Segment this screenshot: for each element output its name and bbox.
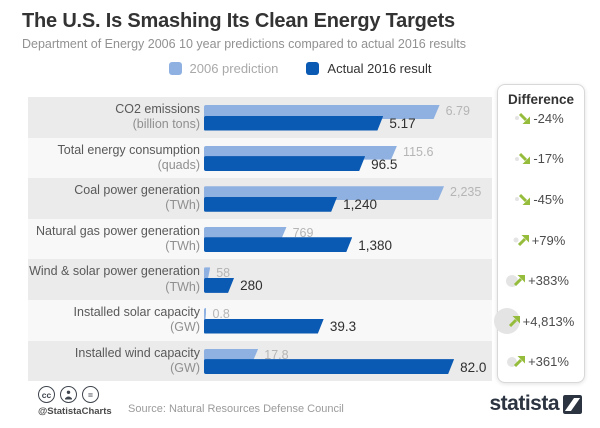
chart-row: CO2 emissions (billion tons) 6.79 5.17 xyxy=(0,97,600,138)
prediction-bar xyxy=(204,267,210,281)
row-label-unit: (billion tons) xyxy=(132,117,200,132)
difference-value: +4,813% xyxy=(522,313,575,329)
difference-header: Difference xyxy=(507,92,575,107)
row-label: Coal power generation (TWh) xyxy=(0,178,200,219)
equals-icon: = xyxy=(82,386,99,403)
prediction-value: 115.6 xyxy=(403,144,434,159)
prediction-value: 0.8 xyxy=(212,307,230,321)
actual-value: 1,380 xyxy=(358,237,392,253)
page-title: The U.S. Is Smashing Its Clean Energy Ta… xyxy=(22,10,455,32)
row-label: Wind & solar power generation (TWh) xyxy=(0,259,200,300)
row-label-name: Installed wind capacity xyxy=(74,345,200,360)
difference-row: +79% xyxy=(498,220,584,261)
actual-bar xyxy=(204,319,324,334)
difference-row: -45% xyxy=(498,179,584,220)
legend-label: Actual 2016 result xyxy=(327,61,432,76)
actual-bar xyxy=(204,116,383,131)
magnitude-dot-icon xyxy=(515,197,520,202)
difference-value: -45% xyxy=(533,191,564,207)
difference-row: +383% xyxy=(498,260,584,301)
trend-down-arrow-icon xyxy=(515,193,531,206)
attribution-person-icon xyxy=(60,386,77,403)
chart-row: Installed solar capacity (GW) 0.8 39.3 xyxy=(0,300,600,341)
prediction-value: 6.79 xyxy=(445,104,470,118)
trend-up-arrow-icon xyxy=(507,355,526,368)
magnitude-dot-icon xyxy=(515,116,520,121)
row-label-unit: (TWh) xyxy=(165,198,200,213)
actual-bar xyxy=(204,359,454,374)
difference-row: -17% xyxy=(498,139,584,180)
row-label-unit: (quads) xyxy=(157,157,200,172)
chart-row: Natural gas power generation (TWh) 769 1,38… xyxy=(0,218,600,260)
legend-swatch-icon xyxy=(306,62,320,75)
trend-down-arrow-icon xyxy=(515,152,531,165)
difference-value: -17% xyxy=(533,151,564,167)
legend-item: 2006 prediction xyxy=(168,61,279,76)
chart-row: Wind & solar power generation (TWh) 58 280 xyxy=(0,259,600,300)
row-label-unit: (GW) xyxy=(170,320,200,335)
actual-value: 1,240 xyxy=(343,197,377,213)
chart-row: Installed wind capacity (GW) 17.8 82.0 xyxy=(0,340,600,382)
row-label: Natural gas power generation (TWh) xyxy=(0,219,200,260)
row-label-unit: (TWh) xyxy=(165,239,200,254)
source-credit: Source: Natural Resources Defense Counci… xyxy=(128,403,344,415)
row-label: Total energy consumption (quads) xyxy=(0,138,200,179)
legend-label: 2006 prediction xyxy=(189,61,279,76)
row-label-unit: (TWh) xyxy=(165,279,200,294)
row-label-name: Natural gas power generation xyxy=(36,223,200,238)
trend-up-arrow-icon xyxy=(506,274,526,287)
statista-logo: statista xyxy=(489,392,582,416)
actual-bar xyxy=(204,237,352,252)
prediction-value: 769 xyxy=(292,225,314,240)
row-label: Installed wind capacity (GW) xyxy=(0,341,200,382)
actual-value: 82.0 xyxy=(460,359,487,375)
actual-bar xyxy=(204,278,234,293)
trend-up-arrow-icon xyxy=(493,308,521,335)
cc-icon: cc xyxy=(38,386,55,403)
difference-value: +79% xyxy=(531,232,566,248)
legend-swatch-icon xyxy=(168,62,182,75)
row-label-name: Installed solar capacity xyxy=(73,305,200,320)
row-label-unit: (GW) xyxy=(170,360,200,375)
row-label-name: Total energy consumption xyxy=(57,142,200,157)
trend-down-arrow-icon xyxy=(515,112,531,125)
magnitude-dot-icon xyxy=(515,156,520,161)
difference-row: -24% xyxy=(498,98,584,139)
chart-row: Coal power generation (TWh) 2,235 1,240 xyxy=(0,178,600,219)
statista-logo-mark xyxy=(563,394,582,414)
actual-value: 39.3 xyxy=(329,319,357,334)
magnitude-dot-icon xyxy=(513,237,519,243)
statista-charts-handle: @StatistaCharts xyxy=(38,406,112,417)
statista-logo-text: statista xyxy=(489,392,559,415)
difference-panel: Difference -24% -17% -45% +79% +383% +4,813% +… xyxy=(493,84,585,383)
actual-value: 280 xyxy=(240,278,263,294)
prediction-value: 58 xyxy=(216,266,231,281)
magnitude-dot-icon xyxy=(507,356,518,367)
difference-row: +361% xyxy=(498,342,584,383)
prediction-bar xyxy=(204,308,206,322)
page-subtitle: Department of Energy 2006 10 year predic… xyxy=(22,37,467,51)
chart-row: Total energy consumption (quads) 115.6 96.5 xyxy=(0,137,600,179)
row-label-name: Coal power generation xyxy=(74,183,200,198)
legend: 2006 prediction Actual 2016 result xyxy=(0,61,600,76)
row-label-name: Wind & solar power generation xyxy=(29,264,200,279)
creative-commons-icons: cc = xyxy=(38,386,99,403)
difference-value: -24% xyxy=(533,110,564,126)
row-label-name: CO2 emissions xyxy=(115,102,200,117)
difference-value: +383% xyxy=(528,273,569,289)
actual-value: 5.17 xyxy=(389,116,416,131)
difference-row: +4,813% xyxy=(493,301,584,342)
prediction-value: 17.8 xyxy=(264,347,289,362)
trend-up-arrow-icon xyxy=(513,234,530,247)
row-label: Installed solar capacity (GW) xyxy=(0,300,200,341)
actual-bar xyxy=(204,197,337,212)
prediction-value: 2,235 xyxy=(450,185,482,200)
legend-item: Actual 2016 result xyxy=(306,61,431,76)
row-band xyxy=(28,259,492,300)
row-label: CO2 emissions (billion tons) xyxy=(0,97,200,138)
difference-value: +361% xyxy=(528,354,569,370)
actual-bar xyxy=(204,156,365,171)
actual-value: 96.5 xyxy=(371,156,398,172)
